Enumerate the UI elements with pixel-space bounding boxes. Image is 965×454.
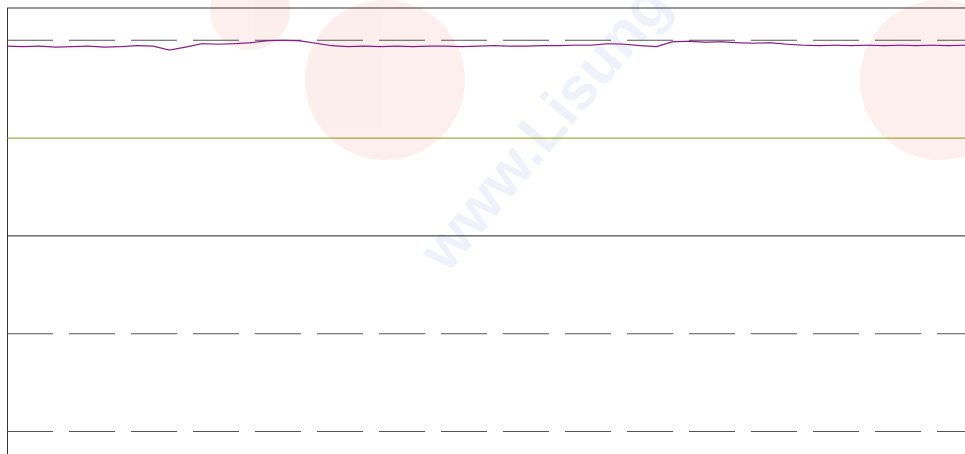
series-line <box>6 39 965 51</box>
